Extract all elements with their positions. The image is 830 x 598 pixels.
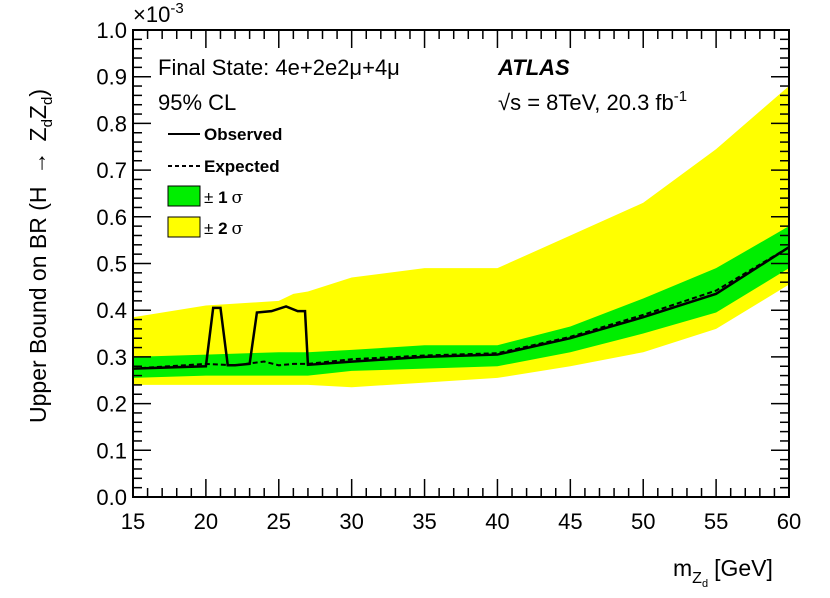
- y-multiplier: ×10-3: [133, 0, 184, 27]
- final-state-label: Final State: 4e+2e2μ+4μ: [158, 55, 400, 80]
- atlas-label: ATLAS: [497, 55, 570, 80]
- legend-band2-swatch: [167, 216, 201, 238]
- y-tick-label: 0.9: [96, 65, 127, 90]
- band-1sigma: [133, 226, 789, 378]
- legend-expected-label: Expected: [204, 157, 280, 176]
- x-tick-label: 15: [121, 509, 145, 534]
- x-tick-label: 20: [194, 509, 218, 534]
- y-tick-label: 0.1: [96, 438, 127, 463]
- x-axis-title: mZd[GeV]: [673, 555, 773, 590]
- x-tick-label: 50: [631, 509, 655, 534]
- y-tick-label: 0.4: [96, 298, 127, 323]
- observed-line: [132, 246, 790, 370]
- energy-lumi-label: √s = 8TeV, 20.3 fb-1: [498, 88, 687, 115]
- legend-band1-swatch: [167, 185, 201, 207]
- x-tick-label: 35: [412, 509, 436, 534]
- y-tick-label: 0.5: [96, 252, 127, 277]
- ticks-layer: [132, 29, 790, 498]
- y-axis-title: Upper Bound on BR (H→ZdZd): [25, 89, 56, 423]
- y-tick-label: 0.3: [96, 345, 127, 370]
- y-tick-label: 0.2: [96, 392, 127, 417]
- y-tick-label: 1.0: [96, 18, 127, 43]
- lines-layer: [132, 246, 790, 370]
- legend-observed-label: Observed: [204, 125, 282, 144]
- x-tick-label: 55: [704, 509, 728, 534]
- y-tick-label: 0.8: [96, 111, 127, 136]
- x-tick-label: 25: [267, 509, 291, 534]
- y-tick-label: 0.6: [96, 205, 127, 230]
- y-tick-label: 0.7: [96, 158, 127, 183]
- x-tick-label: 30: [339, 509, 363, 534]
- x-tick-label: 45: [558, 509, 582, 534]
- x-tick-label: 40: [485, 509, 509, 534]
- x-tick-label: 60: [777, 509, 801, 534]
- tick-labels-layer: 15 20 25 30 35 40 45 50 55 60 0.0 0.1 0.2 0.3 0.4 0.5 0.…: [96, 18, 801, 534]
- cl-label: 95% CL: [158, 90, 236, 115]
- y-tick-label: 0.0: [96, 485, 127, 510]
